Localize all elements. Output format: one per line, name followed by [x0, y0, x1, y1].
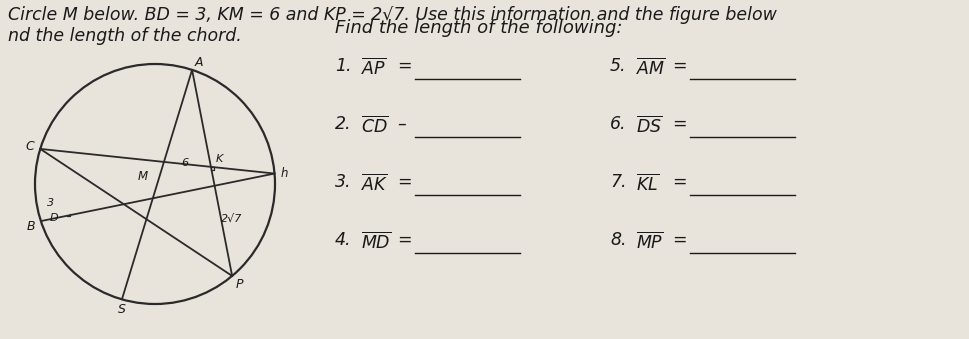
Text: nd the length of the chord.: nd the length of the chord. — [8, 27, 241, 45]
Text: 2√7: 2√7 — [221, 213, 242, 223]
Text: 6.: 6. — [610, 115, 626, 133]
Text: Find the length of the following:: Find the length of the following: — [334, 19, 622, 37]
Text: 4.: 4. — [334, 231, 351, 249]
Text: =: = — [396, 231, 411, 249]
Text: D: D — [49, 213, 58, 223]
Text: B: B — [26, 220, 35, 233]
Text: K: K — [215, 154, 222, 164]
Text: 6: 6 — [181, 158, 188, 168]
Text: $\overline{CD}$: $\overline{CD}$ — [360, 115, 389, 136]
Text: =: = — [396, 173, 411, 191]
Text: =: = — [672, 173, 686, 191]
Text: 1.: 1. — [334, 57, 351, 75]
Text: 2.: 2. — [334, 115, 351, 133]
Text: C: C — [26, 140, 35, 154]
Text: =: = — [396, 57, 411, 75]
Text: P: P — [235, 278, 242, 292]
Text: A: A — [195, 56, 203, 69]
Text: 7.: 7. — [610, 173, 626, 191]
Text: 5.: 5. — [610, 57, 626, 75]
Text: $\overline{AM}$: $\overline{AM}$ — [636, 57, 665, 78]
Text: Circle M below. BD = 3, KM = 6 and KP = 2√7. Use this information and the figure: Circle M below. BD = 3, KM = 6 and KP = … — [8, 6, 776, 24]
Text: $\overline{AP}$: $\overline{AP}$ — [360, 57, 386, 78]
Text: M: M — [138, 171, 148, 183]
Text: $\overline{AK}$: $\overline{AK}$ — [360, 173, 388, 194]
Text: $\overline{MD}$: $\overline{MD}$ — [360, 231, 391, 252]
Text: h: h — [280, 167, 288, 180]
Text: $\overline{DS}$: $\overline{DS}$ — [636, 115, 662, 136]
Text: $\overline{MP}$: $\overline{MP}$ — [636, 231, 663, 252]
Text: =: = — [672, 231, 686, 249]
Text: =: = — [672, 115, 686, 133]
Text: =: = — [672, 57, 686, 75]
Text: S: S — [118, 303, 126, 316]
Text: 8.: 8. — [610, 231, 626, 249]
Text: 3.: 3. — [334, 173, 351, 191]
Text: –: – — [396, 115, 405, 133]
Text: 3: 3 — [47, 198, 53, 208]
Text: $\overline{KL}$: $\overline{KL}$ — [636, 173, 658, 194]
